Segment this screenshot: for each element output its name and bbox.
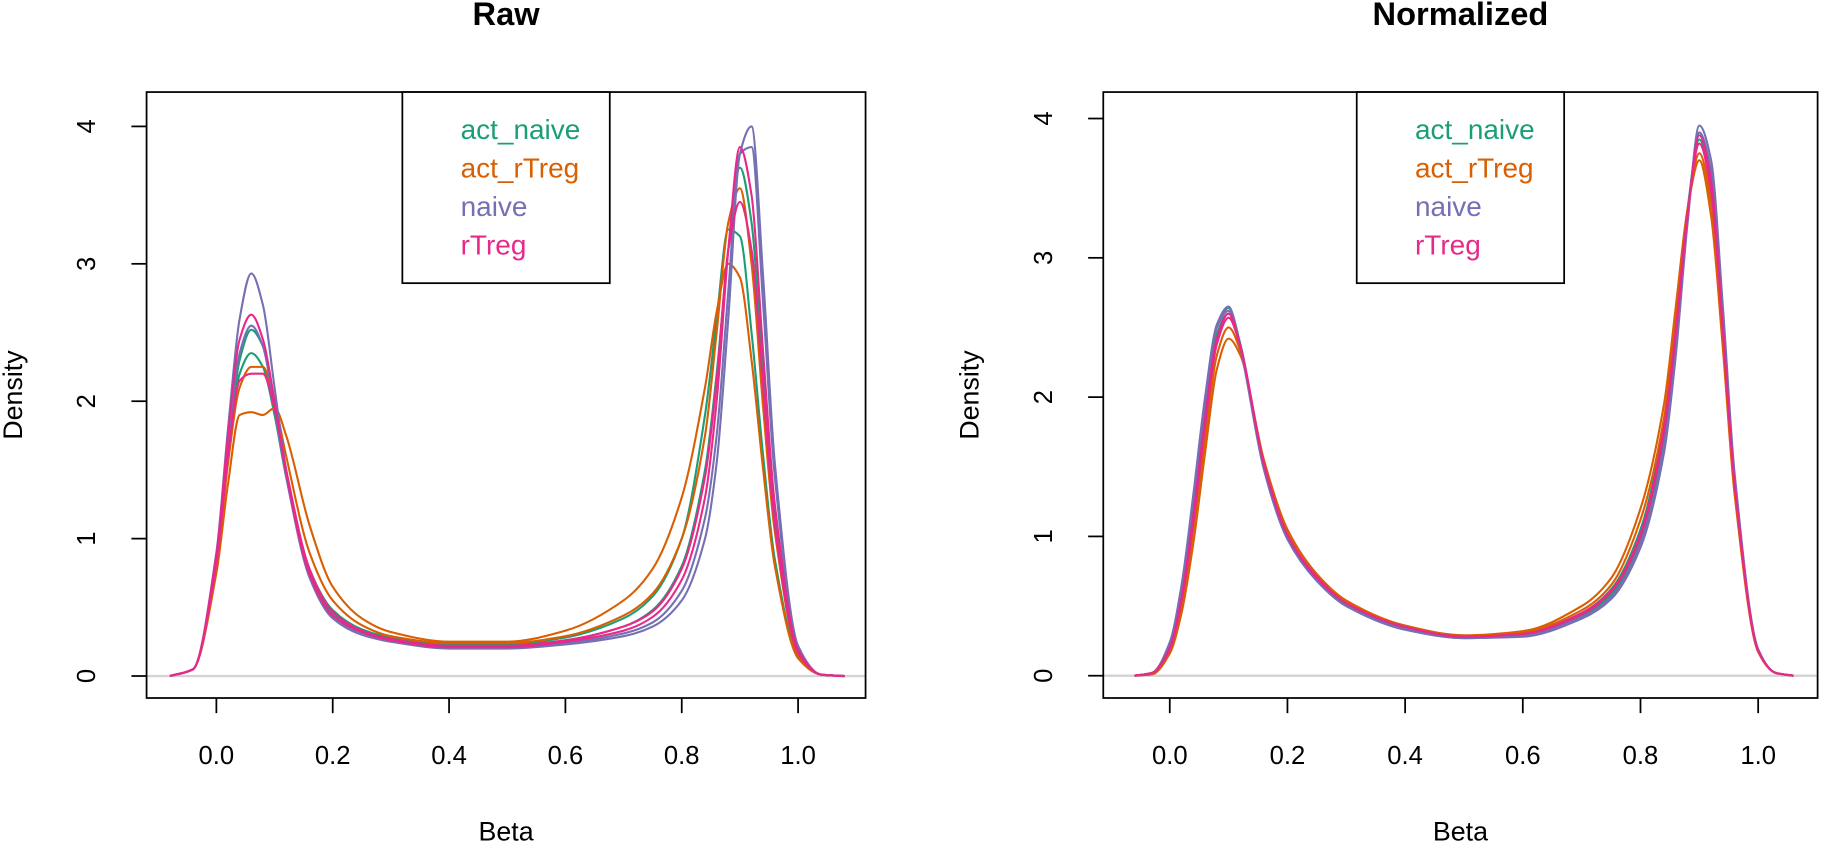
y-axis-title: Density xyxy=(0,350,28,440)
x-axis-title: Beta xyxy=(1433,816,1488,846)
y-tick-label: 0 xyxy=(1030,669,1058,683)
legend-label: act_naive xyxy=(461,114,581,145)
y-tick-label: 3 xyxy=(1030,251,1058,265)
density-curve xyxy=(169,228,845,678)
x-tick-label: 0.8 xyxy=(664,742,700,770)
x-axis-title: Beta xyxy=(479,816,534,846)
x-tick-label: 1.0 xyxy=(1740,742,1776,770)
y-axis-title: Density xyxy=(955,350,985,440)
x-tick-label: 0.4 xyxy=(1387,742,1423,770)
chart-title: Raw xyxy=(473,0,541,32)
legend-label: act_rTreg xyxy=(461,153,580,184)
y-tick-label: 1 xyxy=(73,531,101,545)
legend-label: act_naive xyxy=(1415,114,1535,145)
x-tick-label: 0.2 xyxy=(1270,742,1306,770)
legend-box xyxy=(401,91,611,285)
x-tick-label: 0.6 xyxy=(1505,742,1541,770)
legend-label: naive xyxy=(461,191,528,222)
legend-box xyxy=(1355,91,1566,285)
legend-label: rTreg xyxy=(1415,229,1481,260)
legend-label: naive xyxy=(1415,191,1482,222)
density-curve xyxy=(169,145,845,678)
density-curve xyxy=(169,262,845,678)
legend-label: act_rTreg xyxy=(1415,153,1534,184)
chart-title: Normalized xyxy=(1373,0,1549,32)
density-curve xyxy=(169,145,845,678)
legend-label: rTreg xyxy=(461,229,527,260)
y-tick-label: 4 xyxy=(1030,111,1058,125)
y-tick-label: 2 xyxy=(1030,390,1058,404)
y-tick-label: 4 xyxy=(73,119,101,133)
x-tick-label: 0.8 xyxy=(1623,742,1659,770)
y-tick-label: 0 xyxy=(73,669,101,683)
x-tick-label: 1.0 xyxy=(780,742,816,770)
density-curve xyxy=(1134,142,1794,677)
density-curve xyxy=(169,125,845,678)
x-tick-label: 0.2 xyxy=(315,742,351,770)
density-curve xyxy=(169,200,845,678)
y-tick-label: 2 xyxy=(73,394,101,408)
y-tick-label: 3 xyxy=(73,257,101,271)
x-tick-label: 0.0 xyxy=(1152,742,1188,770)
y-tick-label: 1 xyxy=(1030,529,1058,543)
x-tick-label: 0.0 xyxy=(199,742,235,770)
x-tick-label: 0.6 xyxy=(548,742,584,770)
density-curve xyxy=(169,187,845,678)
x-tick-label: 0.4 xyxy=(431,742,467,770)
